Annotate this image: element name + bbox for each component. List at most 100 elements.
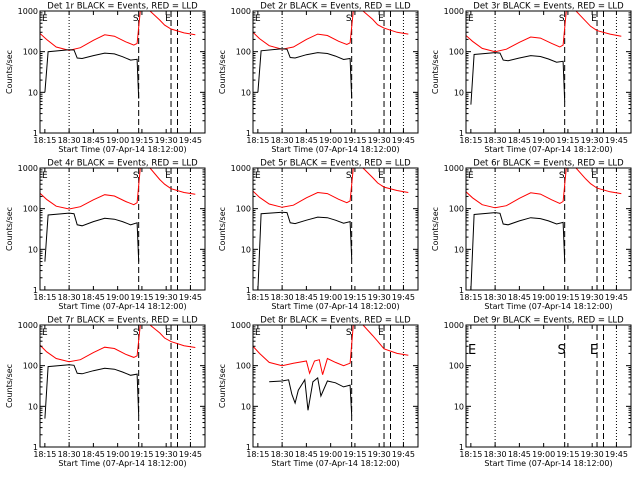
chart-title: Det 1r BLACK = Events, RED = LLD	[47, 2, 198, 12]
x-tick-label: 19:00	[319, 450, 342, 459]
x-tick-label: 18:30	[484, 450, 507, 459]
x-tick-label: 19:30	[581, 136, 604, 145]
y-axis-label: Counts/sec	[218, 207, 227, 251]
event-marker-label: S	[133, 171, 139, 181]
y-tick-label: 100	[449, 205, 464, 214]
x-tick-label: 18:15	[33, 136, 56, 145]
event-marker-label: E	[255, 14, 261, 24]
event-marker-label: S	[558, 343, 566, 358]
x-tick-label: 19:45	[605, 136, 628, 145]
chart-title: Det 9r BLACK = Events, RED = LLD	[473, 316, 624, 326]
x-axis-label: Start Time (07-Apr-14 18:12:00)	[58, 145, 186, 154]
y-axis-label: Counts/sec	[218, 50, 227, 94]
y-tick-label: 100	[449, 362, 464, 371]
plot-frame	[39, 324, 206, 448]
x-tick-label: 18:30	[484, 293, 507, 302]
event-marker-label: E	[42, 171, 48, 181]
x-tick-label: 19:45	[392, 136, 415, 145]
x-tick-label: 19:15	[556, 450, 579, 459]
plot-frame	[252, 10, 419, 134]
event-marker-label: E	[42, 328, 48, 338]
chart-title: Det 7r BLACK = Events, RED = LLD	[47, 316, 198, 326]
events-series-line	[269, 376, 353, 416]
y-tick-label: 1000	[231, 321, 251, 330]
x-tick-label: 18:45	[508, 136, 531, 145]
x-tick-label: 19:45	[392, 450, 415, 459]
x-axis-label: Start Time (07-Apr-14 18:12:00)	[58, 459, 186, 468]
lld-series-line	[253, 11, 409, 50]
y-tick-label: 1000	[444, 321, 464, 330]
x-tick-label: 19:15	[343, 136, 366, 145]
y-axis-label: Counts/sec	[5, 207, 14, 251]
plot-frame	[39, 167, 206, 291]
events-series-line	[44, 364, 140, 419]
x-tick-label: 19:30	[581, 293, 604, 302]
x-tick-label: 19:00	[319, 136, 342, 145]
x-tick-label: 18:15	[459, 136, 482, 145]
event-marker-label: S	[346, 171, 352, 181]
lld-series-line	[40, 325, 196, 363]
events-series-line	[44, 49, 140, 99]
y-tick-label: 1000	[444, 164, 464, 173]
x-tick-label: 18:45	[82, 136, 105, 145]
event-marker-label: E	[255, 328, 261, 338]
plot-frame	[465, 324, 632, 448]
plot-frame	[252, 324, 419, 448]
x-tick-label: 18:45	[82, 450, 105, 459]
x-tick-label: 19:15	[556, 293, 579, 302]
panel-9: Det 9r BLACK = Events, RED = LLD 1 10 100 10…	[444, 316, 632, 468]
x-axis-label: Start Time (07-Apr-14 18:12:00)	[271, 459, 399, 468]
y-tick-label: 1000	[18, 164, 38, 173]
x-tick-label: 18:15	[246, 450, 269, 459]
panel-3: Det 3r BLACK = Events, RED = LLD 1 10 100 10…	[431, 2, 632, 154]
x-tick-label: 19:00	[532, 450, 555, 459]
y-tick-label: 1	[246, 443, 251, 452]
y-tick-label: 10	[28, 88, 38, 97]
panel-2: Det 2r BLACK = Events, RED = LLD 1 10 100 10…	[218, 2, 419, 154]
x-tick-label: 18:15	[459, 293, 482, 302]
x-tick-label: 18:30	[58, 293, 81, 302]
x-axis-label: Start Time (07-Apr-14 18:12:00)	[271, 302, 399, 311]
chart-title: Det 8r BLACK = Events, RED = LLD	[260, 316, 411, 326]
x-tick-label: 18:45	[295, 450, 318, 459]
y-tick-label: 1000	[18, 7, 38, 16]
event-marker-label: E	[591, 14, 597, 24]
event-marker-label: E	[378, 328, 384, 338]
x-tick-label: 19:15	[130, 293, 153, 302]
y-tick-label: 10	[241, 88, 251, 97]
y-tick-label: 1	[246, 286, 251, 295]
y-tick-label: 100	[236, 48, 251, 57]
x-tick-label: 18:30	[484, 136, 507, 145]
event-marker-label: S	[133, 14, 139, 24]
y-tick-label: 1	[33, 286, 38, 295]
event-marker-label: E	[378, 14, 384, 24]
event-marker-label: E	[468, 14, 474, 24]
x-tick-label: 19:15	[343, 293, 366, 302]
y-tick-label: 10	[241, 245, 251, 254]
x-tick-label: 19:30	[368, 293, 391, 302]
y-axis-label: Counts/sec	[218, 364, 227, 408]
x-tick-label: 19:00	[106, 293, 129, 302]
y-tick-label: 10	[454, 88, 464, 97]
y-tick-label: 100	[23, 362, 38, 371]
y-tick-label: 1	[246, 129, 251, 138]
plot-frame	[39, 10, 206, 134]
events-series-line	[44, 212, 140, 262]
x-tick-label: 18:15	[246, 136, 269, 145]
event-marker-label: S	[559, 14, 565, 24]
x-tick-label: 18:15	[459, 450, 482, 459]
event-marker-label: S	[559, 171, 565, 181]
panel-7: Det 7r BLACK = Events, RED = LLD 1 10 100 10…	[5, 316, 206, 468]
x-tick-label: 19:00	[319, 293, 342, 302]
chart-title: Det 4r BLACK = Events, RED = LLD	[47, 159, 198, 169]
lld-series-line	[253, 168, 409, 208]
x-tick-label: 19:00	[106, 136, 129, 145]
x-axis-label: Start Time (07-Apr-14 18:12:00)	[484, 145, 612, 154]
y-tick-label: 1000	[231, 164, 251, 173]
y-tick-label: 100	[23, 48, 38, 57]
y-tick-label: 10	[28, 402, 38, 411]
panel-4: Det 4r BLACK = Events, RED = LLD 1 10 100 10…	[5, 159, 206, 311]
event-marker-label: E	[468, 343, 476, 358]
x-tick-label: 19:30	[368, 136, 391, 145]
